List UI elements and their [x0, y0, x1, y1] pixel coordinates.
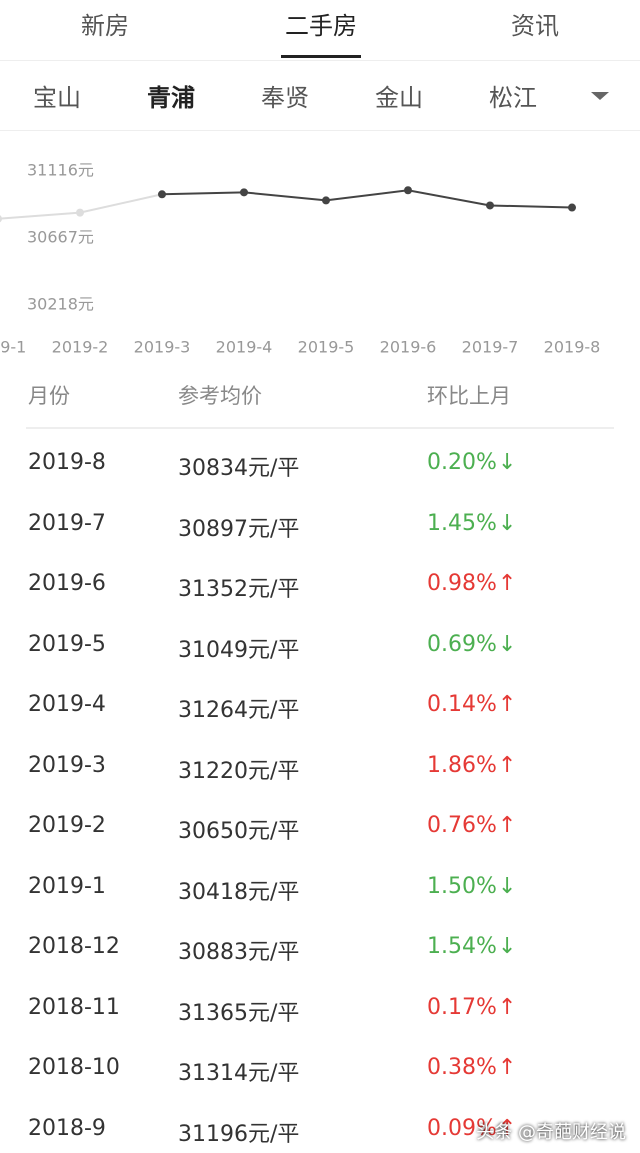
change: 0.76% [427, 813, 497, 838]
month: 2019-4 [28, 692, 106, 717]
change: 1.86% [427, 752, 497, 778]
price: 30650元/平 [178, 819, 300, 844]
price: 31365元/平 [178, 1000, 300, 1026]
divider [0, 130, 640, 131]
column-header: 环比上月 [427, 384, 511, 408]
month: 2018-9 [28, 1115, 106, 1141]
arrow-icon: ↓ [498, 510, 517, 536]
chart: 31116元 30667元 30218元 2019-1 2019-2 2019-3 2019… [0, 161, 601, 357]
arrow-icon: ↑ [498, 571, 517, 596]
x-tick-label: 2019-5 [298, 338, 355, 357]
price: 31352元/平 [178, 577, 300, 602]
month: 2019-8 [28, 450, 106, 475]
arrow-icon: ↓ [498, 450, 517, 475]
header-divider [26, 427, 614, 429]
price: 30418元/平 [178, 879, 300, 905]
tab-indicator [281, 55, 361, 58]
month: 2019-5 [28, 631, 106, 657]
month: 2018-11 [28, 994, 120, 1020]
change: 1.45% [427, 510, 497, 536]
column-header: 参考均价 [178, 384, 262, 408]
month: 2019-1 [28, 873, 106, 899]
arrow-icon: ↑ [498, 1115, 517, 1141]
arrow-icon: ↑ [498, 1055, 517, 1080]
arrow-icon: ↓ [498, 934, 517, 959]
month: 2019-7 [28, 510, 106, 536]
price: 30834元/平 [178, 456, 300, 481]
price: 31049元/平 [178, 637, 300, 663]
arrow-icon: ↑ [498, 994, 517, 1020]
x-tick-label: 2019-2 [52, 338, 109, 357]
month: 2018-10 [28, 1055, 120, 1080]
change: 0.38% [427, 1055, 497, 1080]
district-tab[interactable]: 青浦 [147, 84, 195, 112]
x-tick-label: 2019-6 [380, 338, 437, 357]
arrow-icon: ↓ [498, 631, 517, 657]
change: 0.98% [427, 571, 497, 596]
change: 0.14% [427, 692, 497, 717]
price: 31196元/平 [178, 1121, 300, 1147]
change: 0.17% [427, 994, 497, 1020]
tab[interactable]: 新房 [81, 12, 129, 40]
point [404, 186, 412, 195]
change: 0.09% [427, 1115, 497, 1141]
district-tab[interactable]: 松江 [489, 84, 537, 112]
month: 2018-12 [28, 934, 120, 959]
month: 2019-6 [28, 571, 106, 596]
change: 0.20% [427, 450, 497, 475]
watermark: 头条 @奇葩财经说 [476, 1122, 626, 1143]
tab[interactable]: 二手房 [285, 12, 357, 40]
district-tab[interactable]: 宝山 [33, 84, 81, 112]
month: 2019-3 [28, 752, 106, 778]
y-tick-label: 30667元 [27, 228, 94, 247]
point [76, 208, 84, 217]
point [486, 201, 494, 210]
change: 0.69% [427, 631, 497, 657]
x-tick-label: 2019-8 [544, 338, 601, 357]
x-tick-label: 2019-3 [134, 338, 191, 357]
column-header: 月份 [28, 384, 70, 408]
x-tick-label: 2019-4 [216, 338, 273, 357]
arrow-icon: ↑ [498, 813, 517, 838]
point [240, 188, 248, 197]
y-tick-label: 30218元 [27, 295, 94, 314]
point [322, 196, 330, 205]
x-tick-label: 2019-7 [462, 338, 519, 357]
price: 31220元/平 [178, 758, 300, 784]
tab[interactable]: 资讯 [511, 12, 559, 40]
price: 30897元/平 [178, 516, 300, 542]
point [0, 215, 2, 223]
x-tick-label: 2019-1 [0, 338, 26, 357]
month: 2019-2 [28, 813, 106, 838]
change: 1.50% [427, 873, 497, 899]
line [161, 189, 573, 209]
district-tab[interactable]: 金山 [375, 84, 423, 112]
price: 30883元/平 [178, 940, 300, 965]
dropdown-icon[interactable] [588, 90, 612, 102]
point [158, 190, 166, 199]
price: 31264元/平 [178, 698, 300, 723]
y-tick-label: 31116元 [27, 161, 94, 180]
change: 1.54% [427, 934, 497, 959]
district-tab[interactable]: 奉贤 [261, 84, 309, 112]
tab-bar [0, 0, 640, 61]
arrow-icon: ↓ [498, 873, 517, 899]
point [568, 203, 576, 212]
arrow-icon: ↑ [498, 752, 517, 778]
arrow-icon: ↑ [498, 692, 517, 717]
price: 31314元/平 [178, 1061, 300, 1086]
